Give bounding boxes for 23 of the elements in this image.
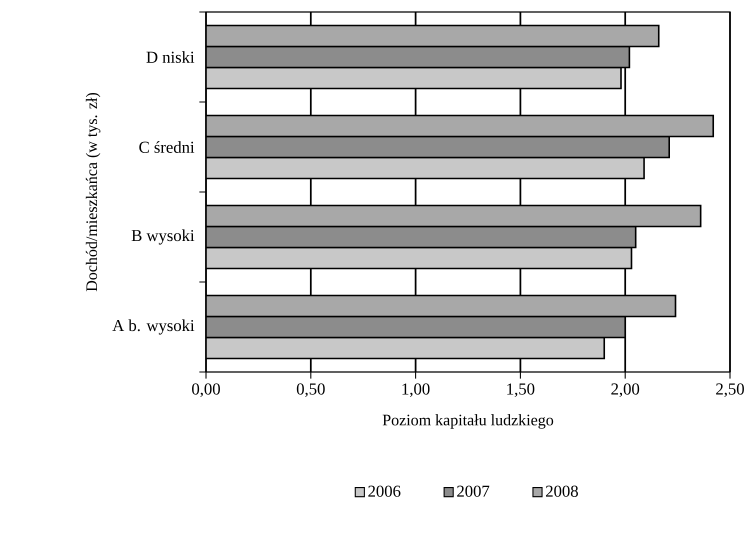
- bar: [206, 204, 702, 228]
- x-tick-label: 0,50: [296, 383, 325, 398]
- bar: [206, 336, 606, 360]
- legend-label: 2007: [457, 486, 490, 497]
- y-tick-label: A b. wysoki: [112, 319, 194, 335]
- legend-label: 2006: [368, 486, 400, 497]
- x-tick-label: 2,00: [611, 383, 640, 398]
- y-tick-label: B wysoki: [132, 229, 194, 245]
- x-tick-label: 0,00: [192, 383, 220, 398]
- legend-label: 2008: [546, 486, 578, 497]
- bar: [206, 156, 645, 180]
- x-axis-title: Poziom kapitału ludzkiego: [382, 414, 554, 429]
- x-tick-label: 1,00: [402, 383, 430, 398]
- bar: [206, 294, 676, 318]
- y-tick-label: C średni: [139, 141, 194, 153]
- bar: [206, 246, 632, 270]
- y-axis-title: Dochód/mieszkańca (w tys. zł): [86, 92, 100, 292]
- bar: [206, 114, 714, 138]
- x-tick-label: 2,50: [716, 383, 744, 398]
- bar: [206, 24, 660, 48]
- y-tick-label: D niski: [146, 51, 194, 63]
- bar: [206, 66, 622, 90]
- x-tick-label: 1,50: [507, 383, 534, 398]
